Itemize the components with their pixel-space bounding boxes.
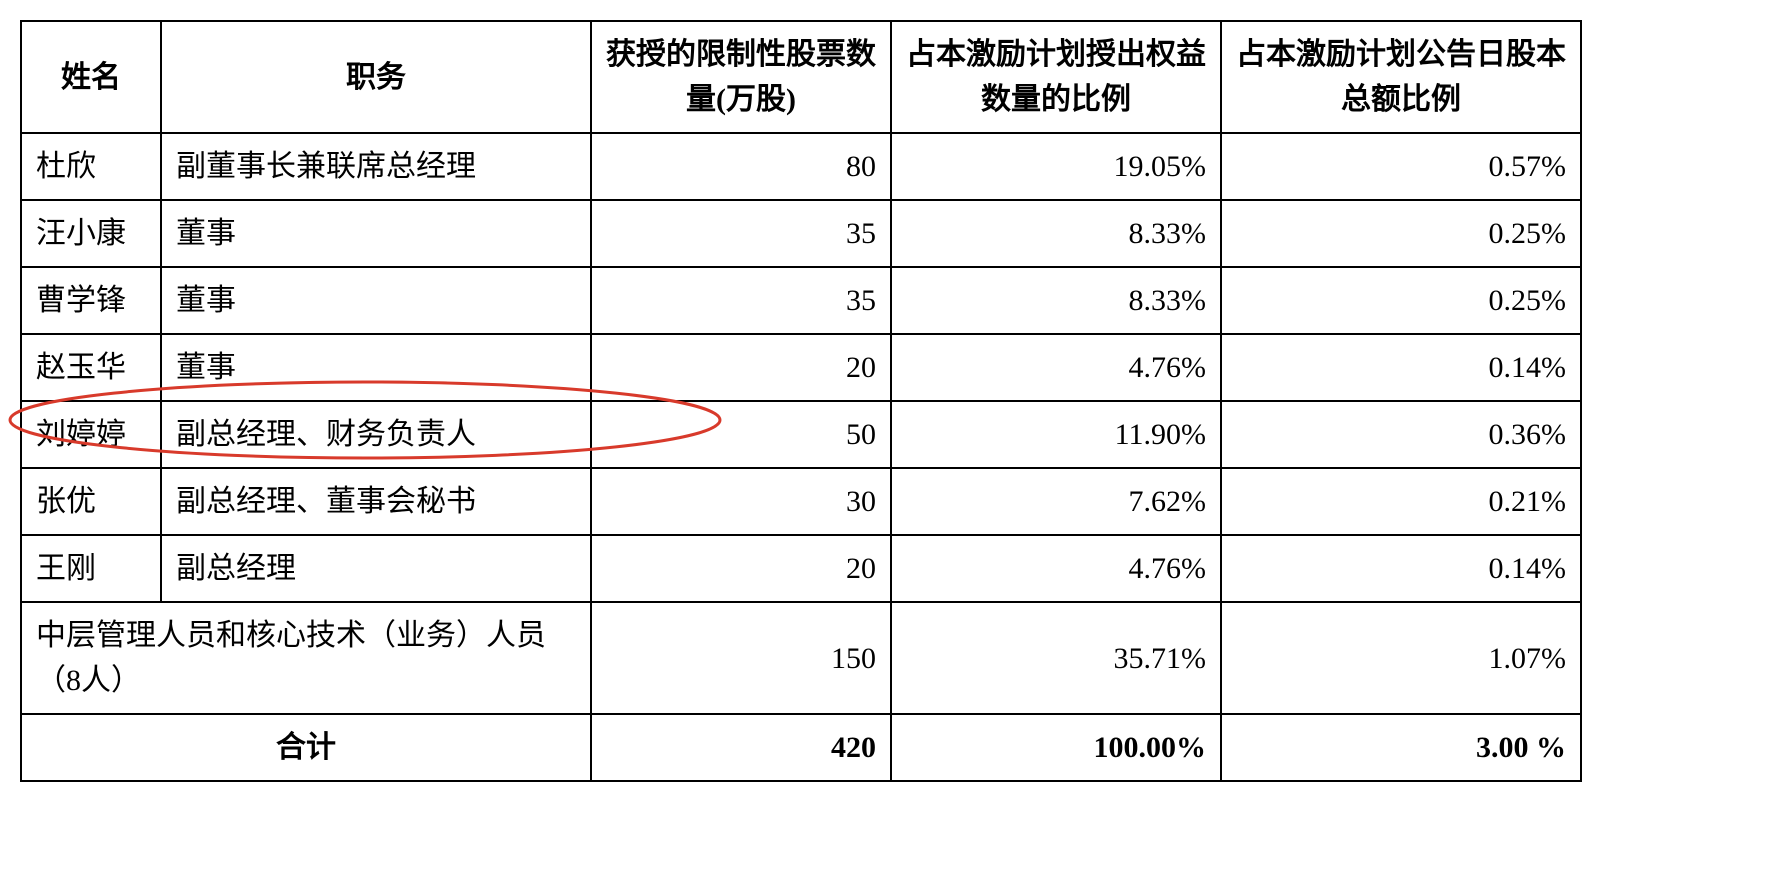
col-header-shares: 获授的限制性股票数量(万股) [591,21,891,133]
total-shares: 420 [591,714,891,781]
cell-name: 杜欣 [21,133,161,200]
table-row: 杜欣 副董事长兼联席总经理 80 19.05% 0.57% [21,133,1581,200]
table-wrapper: 姓名 职务 获授的限制性股票数量(万股) 占本激励计划授出权益数量的比例 占本激… [20,20,1580,782]
cell-name: 汪小康 [21,200,161,267]
cell-name: 王刚 [21,535,161,602]
cell-job: 副总经理、董事会秘书 [161,468,591,535]
cell-shares: 35 [591,200,891,267]
cell-job: 副总经理 [161,535,591,602]
cell-pct-capital: 0.36% [1221,401,1581,468]
total-pct-grant: 100.00% [891,714,1221,781]
col-header-pct-grant: 占本激励计划授出权益数量的比例 [891,21,1221,133]
cell-pct-capital: 0.14% [1221,334,1581,401]
cell-pct-grant: 19.05% [891,133,1221,200]
col-header-pct-capital: 占本激励计划公告日股本总额比例 [1221,21,1581,133]
merged-shares: 150 [591,602,891,714]
table-row: 汪小康 董事 35 8.33% 0.25% [21,200,1581,267]
cell-pct-grant: 8.33% [891,200,1221,267]
merged-pct-capital: 1.07% [1221,602,1581,714]
table-row: 王刚 副总经理 20 4.76% 0.14% [21,535,1581,602]
cell-shares: 50 [591,401,891,468]
col-header-name: 姓名 [21,21,161,133]
total-pct-capital: 3.00 % [1221,714,1581,781]
cell-pct-grant: 4.76% [891,334,1221,401]
cell-name: 赵玉华 [21,334,161,401]
cell-pct-capital: 0.25% [1221,267,1581,334]
cell-job: 董事 [161,267,591,334]
merged-row: 中层管理人员和核心技术（业务）人员（8人） 150 35.71% 1.07% [21,602,1581,714]
cell-job: 副总经理、财务负责人 [161,401,591,468]
merged-pct-grant: 35.71% [891,602,1221,714]
cell-shares: 30 [591,468,891,535]
cell-pct-capital: 0.21% [1221,468,1581,535]
table-row: 赵玉华 董事 20 4.76% 0.14% [21,334,1581,401]
cell-pct-capital: 0.57% [1221,133,1581,200]
cell-pct-capital: 0.25% [1221,200,1581,267]
cell-pct-grant: 8.33% [891,267,1221,334]
cell-shares: 80 [591,133,891,200]
cell-shares: 20 [591,535,891,602]
cell-pct-grant: 7.62% [891,468,1221,535]
table-row: 张优 副总经理、董事会秘书 30 7.62% 0.21% [21,468,1581,535]
cell-name: 曹学锋 [21,267,161,334]
col-header-job: 职务 [161,21,591,133]
cell-shares: 35 [591,267,891,334]
cell-shares: 20 [591,334,891,401]
cell-pct-grant: 11.90% [891,401,1221,468]
total-row: 合计 420 100.00% 3.00 % [21,714,1581,781]
incentive-table: 姓名 职务 获授的限制性股票数量(万股) 占本激励计划授出权益数量的比例 占本激… [20,20,1582,782]
cell-pct-grant: 4.76% [891,535,1221,602]
total-label: 合计 [21,714,591,781]
table-row: 曹学锋 董事 35 8.33% 0.25% [21,267,1581,334]
cell-name: 张优 [21,468,161,535]
table-row: 刘婷婷 副总经理、财务负责人 50 11.90% 0.36% [21,401,1581,468]
merged-label: 中层管理人员和核心技术（业务）人员（8人） [21,602,591,714]
cell-name: 刘婷婷 [21,401,161,468]
cell-job: 董事 [161,334,591,401]
cell-job: 副董事长兼联席总经理 [161,133,591,200]
cell-pct-capital: 0.14% [1221,535,1581,602]
header-row: 姓名 职务 获授的限制性股票数量(万股) 占本激励计划授出权益数量的比例 占本激… [21,21,1581,133]
cell-job: 董事 [161,200,591,267]
